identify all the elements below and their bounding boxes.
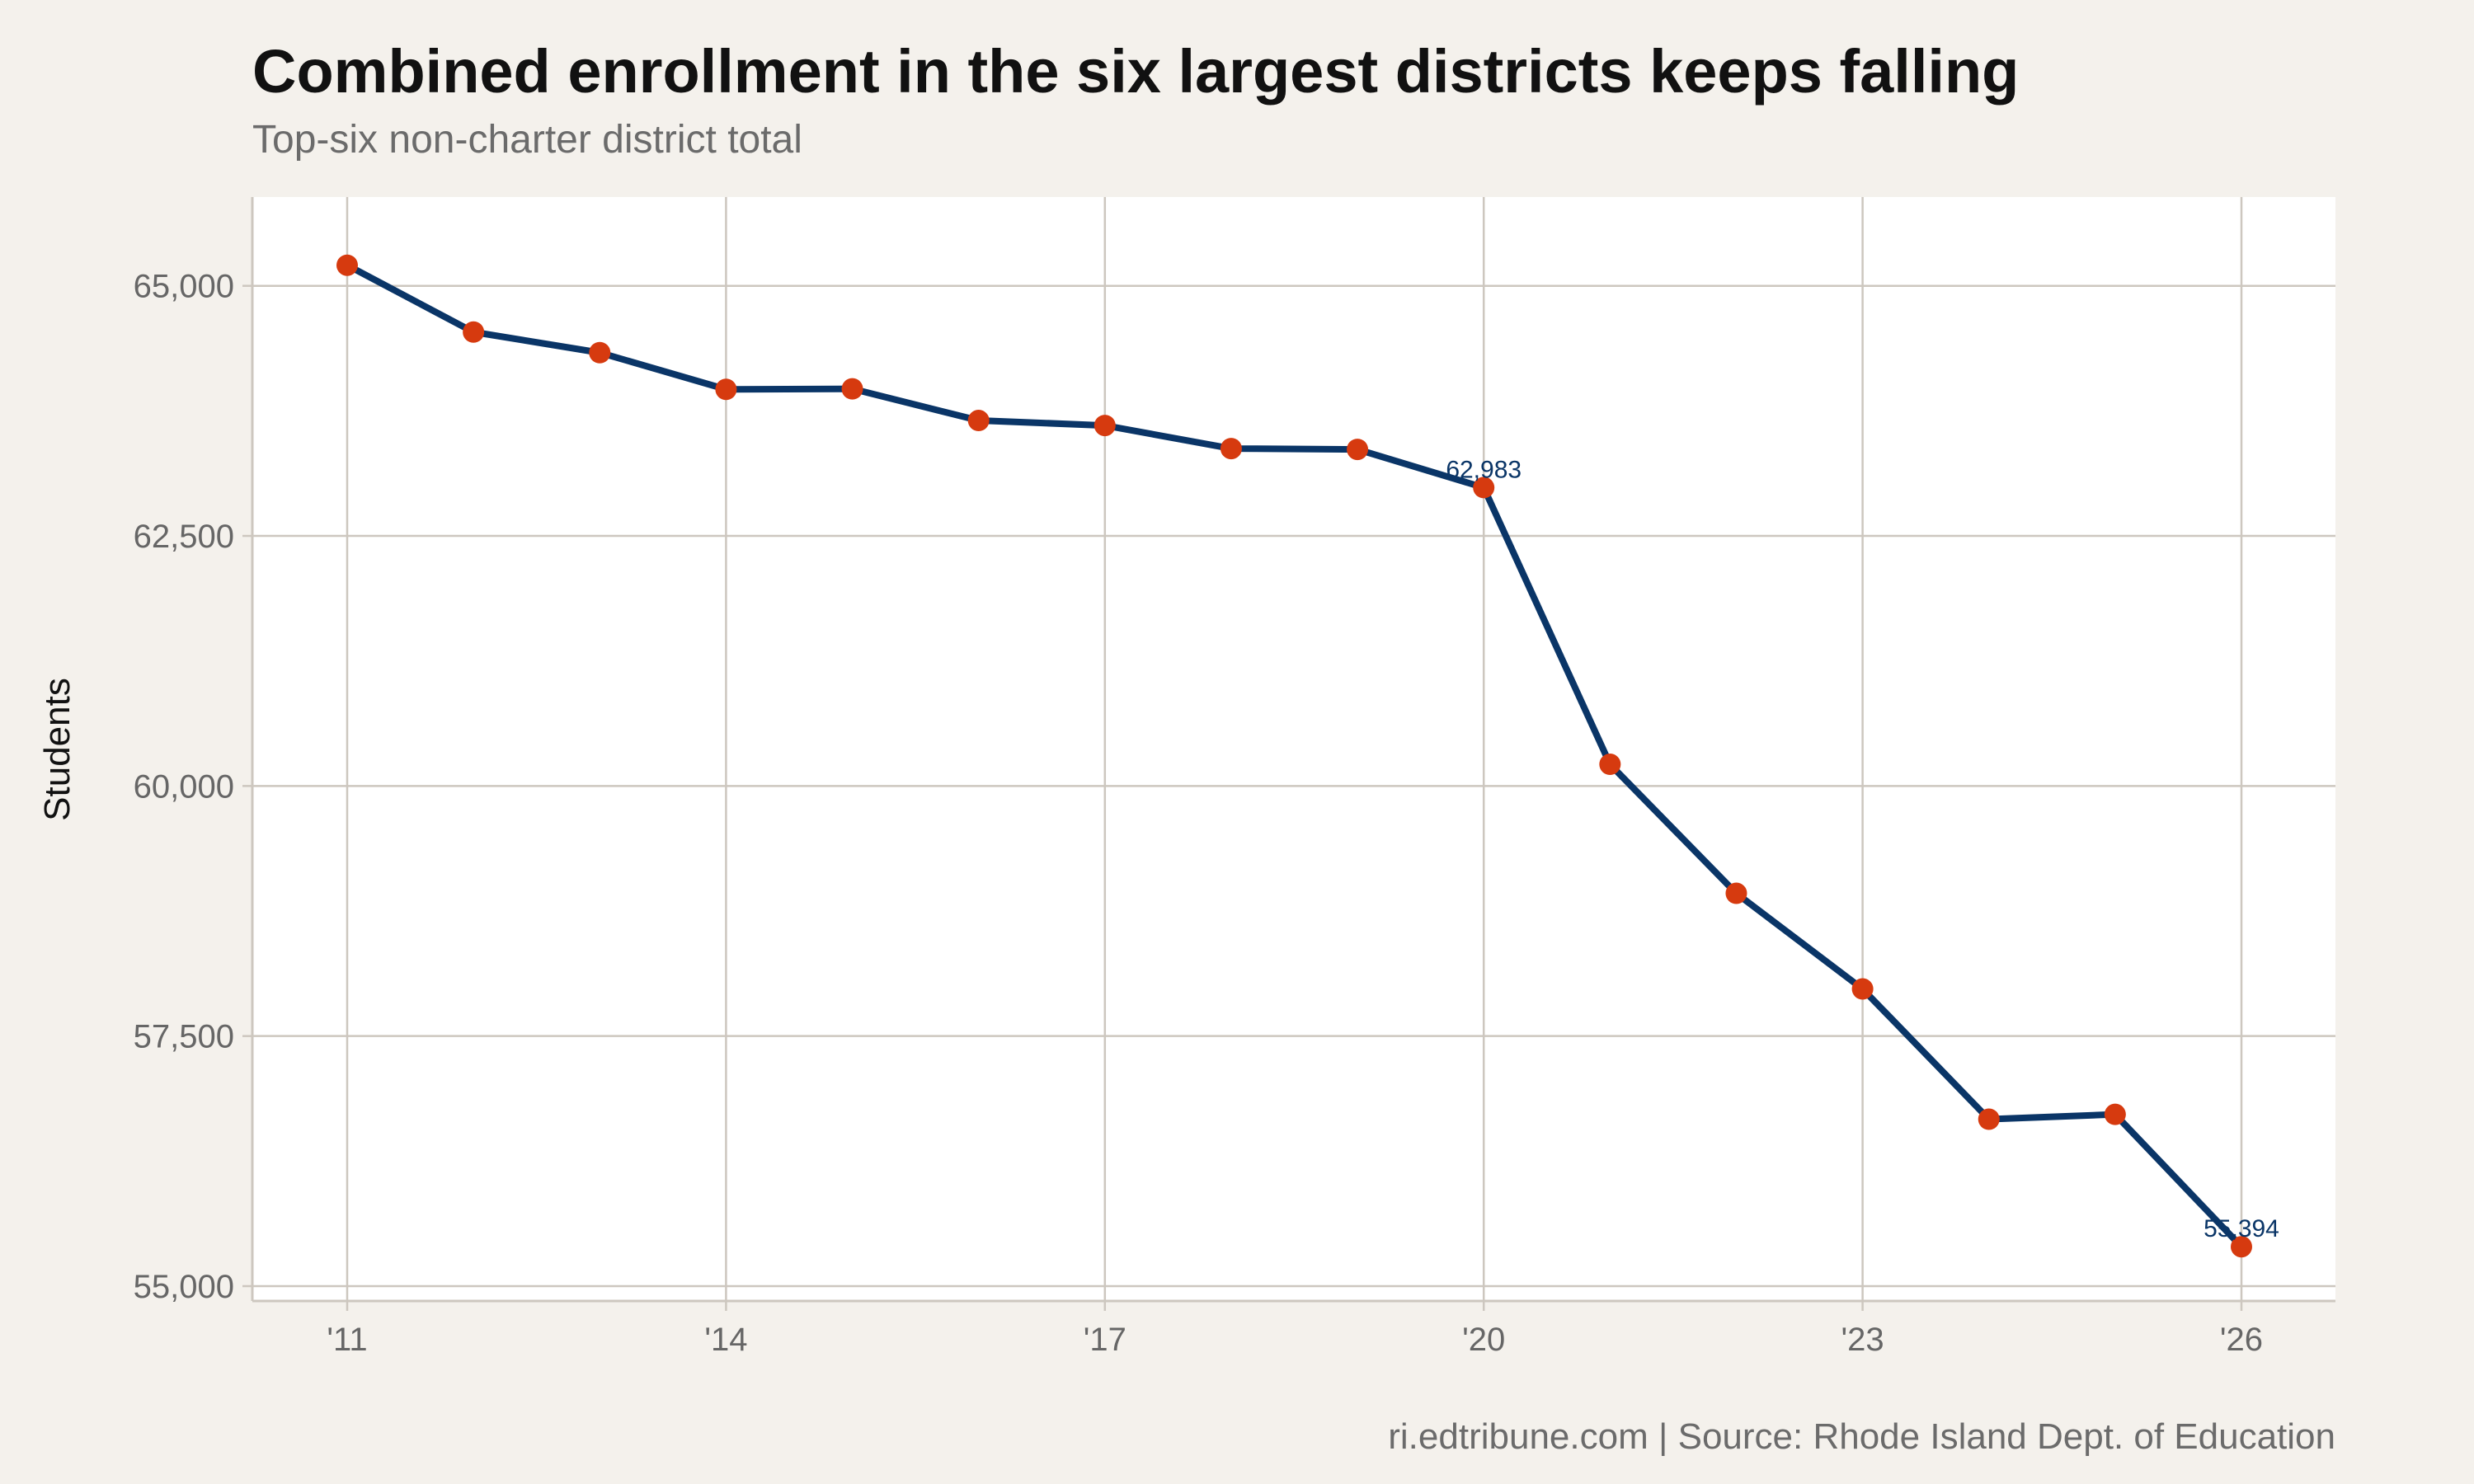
data-point: [1220, 438, 1242, 460]
data-point: [1978, 1108, 2000, 1130]
data-point: [1473, 477, 1495, 499]
y-tick-label: 60,000: [134, 768, 234, 805]
x-tick-label: '17: [1084, 1322, 1126, 1358]
data-label: 55,394: [2204, 1215, 2279, 1242]
data-point: [841, 378, 863, 400]
y-axis-title: Students: [37, 678, 78, 821]
y-tick-label: 55,000: [134, 1269, 234, 1305]
data-point: [1347, 439, 1369, 461]
x-tick-label: '23: [1841, 1322, 1884, 1358]
data-point: [1599, 754, 1621, 776]
data-label: 62,983: [1446, 456, 1522, 483]
data-point: [2104, 1103, 2126, 1125]
data-point: [1725, 882, 1747, 904]
data-point: [1094, 415, 1116, 437]
y-tick-label: 62,500: [134, 519, 234, 555]
data-point: [336, 254, 358, 276]
x-tick-label: '14: [704, 1322, 747, 1358]
x-tick-label: '20: [1462, 1322, 1505, 1358]
x-tick-label: '11: [327, 1322, 367, 1358]
y-tick-label: 57,500: [134, 1019, 234, 1055]
series-line: [346, 262, 2244, 1249]
chart-subtitle: Top-six non-charter district total: [252, 118, 802, 162]
data-point: [2231, 1236, 2252, 1258]
chart-title: Combined enrollment in the six largest d…: [252, 37, 2020, 106]
data-point: [1851, 978, 1874, 1000]
data-point: [589, 341, 611, 364]
x-tick-label: '26: [2220, 1322, 2263, 1358]
data-point: [463, 321, 485, 343]
source-caption: ri.edtribune.com | Source: Rhode Island …: [1388, 1416, 2335, 1457]
data-point: [967, 410, 990, 432]
y-tick-label: 65,000: [134, 269, 234, 305]
data-point: [715, 378, 737, 401]
plot-panel: [252, 197, 2335, 1301]
